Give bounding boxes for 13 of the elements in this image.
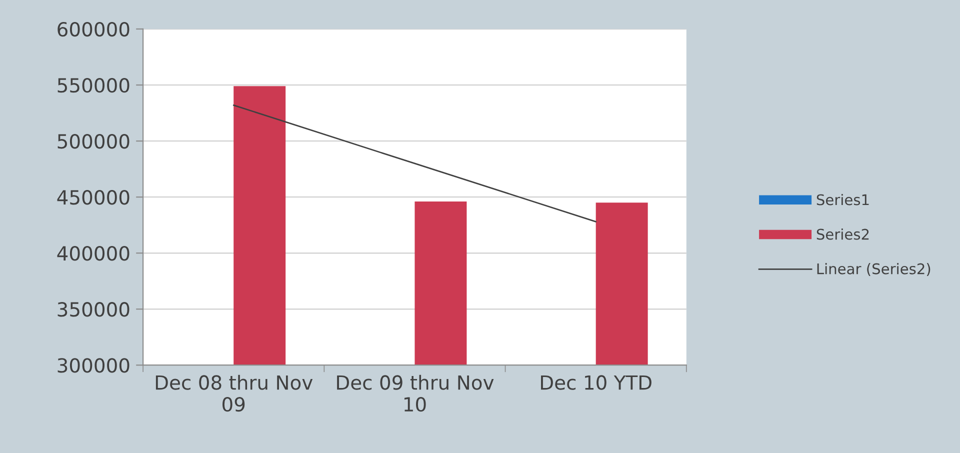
x-tick-label: Dec 09 thru Nov 10 [337,374,494,412]
x-tick-label: Dec 08 thru Nov 09 [156,374,313,412]
y-tick-label: 400000 [57,246,130,261]
y-tick-label: 600000 [58,22,130,37]
y-tick-label: 550000 [58,78,130,93]
x-tick-label: Dec 10 YTD [541,375,652,390]
y-tick-label: 300000 [58,358,130,373]
legend-label: Linear (Series2) [817,263,930,276]
y-tick-label: 450000 [57,190,130,205]
legend-label: Series1 [816,194,869,206]
y-tick-label: 350000 [58,302,130,317]
legend-label: Series2 [816,228,869,240]
y-tick-label: 500000 [58,134,130,149]
